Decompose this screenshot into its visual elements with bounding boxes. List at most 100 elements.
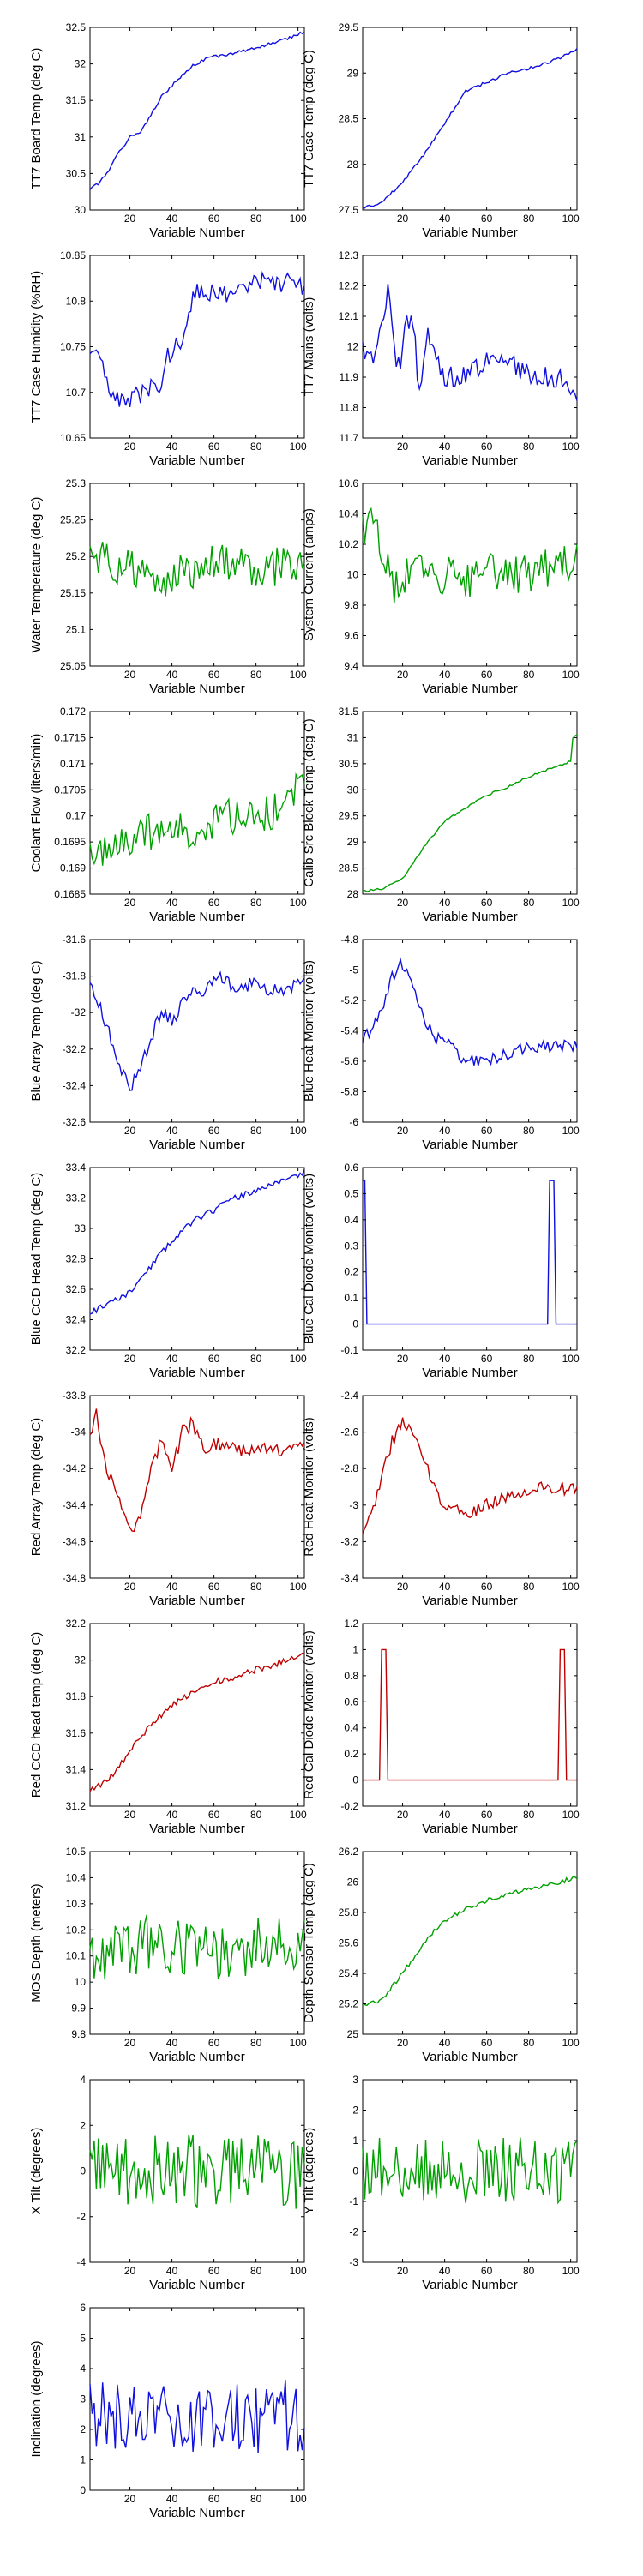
chart-panel-3: 20 40 60 80 100 10.65 10.7 10.75 10.8 10.85 Variab… <box>29 249 307 468</box>
y-tick-label: 10.4 <box>339 508 359 520</box>
y-tick-label: 30.5 <box>66 167 87 179</box>
y-tick-label: 0.6 <box>344 1162 358 1174</box>
x-tick-label: 100 <box>562 1809 580 1821</box>
y-tick-label: 10.85 <box>60 249 86 261</box>
y-tick-label: 1.2 <box>344 1618 358 1630</box>
x-tick-label: 80 <box>523 441 535 453</box>
series-line <box>89 31 305 190</box>
x-axis-label: Variable Number <box>149 2050 244 2064</box>
plot-area <box>89 1167 305 1351</box>
x-tick-label: 100 <box>562 897 580 909</box>
series-line <box>363 1648 577 1781</box>
y-tick-label: -5.4 <box>340 1025 358 1037</box>
y-tick-label: 10.7 <box>66 387 87 399</box>
chart-panel-10: 20 40 60 80 100 -6 -5.8 -5.6 -5.4 -5.2 -5 -4.8 Varia… <box>302 934 580 1152</box>
x-axis-label: Variable Number <box>422 2278 517 2292</box>
series-line <box>362 1876 578 2007</box>
y-tick-label: 9.4 <box>344 660 358 672</box>
y-axis-label: TT7 Board Temp (deg C) <box>29 48 44 190</box>
x-tick-label: 60 <box>208 1125 220 1137</box>
chart-panel-7: 20 40 60 80 100 0.1685 0.169 0.1695 0.17 0.1705 0.… <box>29 706 307 924</box>
y-tick-label: 27.5 <box>339 204 359 216</box>
x-tick-label: 80 <box>250 669 262 681</box>
x-tick-label: 20 <box>397 1581 409 1593</box>
y-tick-label: -1 <box>349 2195 358 2207</box>
y-axis-label: Red Array Temp (deg C) <box>29 1418 44 1556</box>
y-tick-label: 0.17 <box>66 810 87 822</box>
x-axis-label: Variable Number <box>422 453 517 468</box>
x-tick-label: 100 <box>290 897 307 909</box>
y-tick-label: -4.8 <box>340 934 358 946</box>
y-tick-label: 9.9 <box>71 2003 86 2015</box>
y-tick-label: 25 <box>347 2028 359 2040</box>
y-tick-label: 12.2 <box>339 280 359 292</box>
plot-area <box>89 2079 305 2263</box>
y-tick-label: 9.6 <box>344 630 358 642</box>
y-tick-label: 3 <box>352 2074 358 2086</box>
series-line <box>362 734 578 892</box>
y-tick-label: 6 <box>80 2302 86 2314</box>
series-line <box>89 2135 305 2209</box>
x-tick-label: 100 <box>290 441 307 453</box>
y-tick-label: -32.4 <box>63 1079 87 1091</box>
y-tick-label: 10.4 <box>66 1871 87 1883</box>
x-tick-label: 40 <box>166 2037 178 2049</box>
y-tick-label: -3.2 <box>340 1535 358 1547</box>
y-tick-label: 1 <box>352 2135 358 2147</box>
plot-area <box>362 1851 578 2035</box>
y-tick-label: 10.2 <box>66 1924 87 1936</box>
y-tick-label: 25.25 <box>60 514 86 526</box>
series-line <box>89 1652 304 1792</box>
plot-area <box>362 1623 578 1807</box>
series-line <box>362 1417 578 1534</box>
x-tick-label: 80 <box>523 1353 535 1365</box>
x-tick-label: 100 <box>290 2493 307 2505</box>
x-tick-label: 20 <box>124 669 136 681</box>
chart-panel-13: 20 40 60 80 100 -34.8 -34.6 -34.4 -34.2 -34 -33.8 V… <box>29 1390 307 1608</box>
x-tick-label: 100 <box>290 1353 307 1365</box>
x-tick-label: 60 <box>208 213 220 225</box>
x-axis-label: Variable Number <box>149 1594 244 1608</box>
x-axis-label: Variable Number <box>422 2050 517 2064</box>
x-tick-label: 80 <box>523 669 535 681</box>
x-axis-label: Variable Number <box>149 453 244 468</box>
plot-area <box>89 1623 305 1807</box>
y-tick-label: 5 <box>80 2333 86 2345</box>
y-tick-label: 0 <box>80 2484 86 2496</box>
x-tick-label: 80 <box>523 2265 535 2277</box>
plot-area <box>362 27 578 211</box>
series-line <box>89 2380 305 2453</box>
y-tick-label: 31.8 <box>66 1690 87 1702</box>
y-axis-label: Water Temperature (deg C) <box>29 497 44 653</box>
x-tick-label: 40 <box>439 1581 451 1593</box>
y-tick-label: 0.2 <box>344 1266 358 1278</box>
y-tick-label: -34.8 <box>63 1572 87 1584</box>
y-axis-label: Red Cal Diode Monitor (volts) <box>302 1630 316 1799</box>
y-tick-label: -3 <box>349 1499 358 1511</box>
y-tick-label: 31.4 <box>66 1763 87 1775</box>
x-tick-label: 40 <box>166 2265 178 2277</box>
x-tick-label: 40 <box>439 897 451 909</box>
y-tick-label: 25.15 <box>60 587 86 599</box>
y-axis-label: Blue CCD Head Temp (deg C) <box>29 1173 44 1345</box>
x-tick-label: 60 <box>208 441 220 453</box>
chart-panel-11: 20 40 60 80 100 32.2 32.4 32.6 32.8 33 33.2 33.4 Var… <box>29 1162 307 1380</box>
y-tick-label: -31.6 <box>63 934 87 946</box>
x-tick-label: 40 <box>439 1125 451 1137</box>
y-tick-label: 0.8 <box>344 1670 358 1682</box>
x-tick-label: 80 <box>523 1809 535 1821</box>
y-axis-label: MOS Depth (meters) <box>29 1883 44 2002</box>
x-tick-label: 40 <box>166 1125 178 1137</box>
y-axis-label: Blue Heat Monitor (volts) <box>302 960 316 1102</box>
y-tick-label: 12.3 <box>339 249 359 261</box>
y-tick-label: 10.2 <box>339 538 359 550</box>
chart-panel-5: 20 40 60 80 100 25.05 25.1 25.15 25.2 25.25 25.3 Va… <box>29 477 307 696</box>
x-tick-label: 100 <box>562 441 580 453</box>
chart-panel-2: 20 40 60 80 100 27.5 28 28.5 29 29.5 Variable Numb… <box>302 21 580 240</box>
x-tick-label: 20 <box>397 1125 409 1137</box>
series-line <box>89 271 305 408</box>
x-tick-label: 60 <box>208 1353 220 1365</box>
x-tick-label: 60 <box>481 2265 493 2277</box>
y-tick-label: 0.6 <box>344 1696 358 1708</box>
x-tick-label: 80 <box>523 897 535 909</box>
